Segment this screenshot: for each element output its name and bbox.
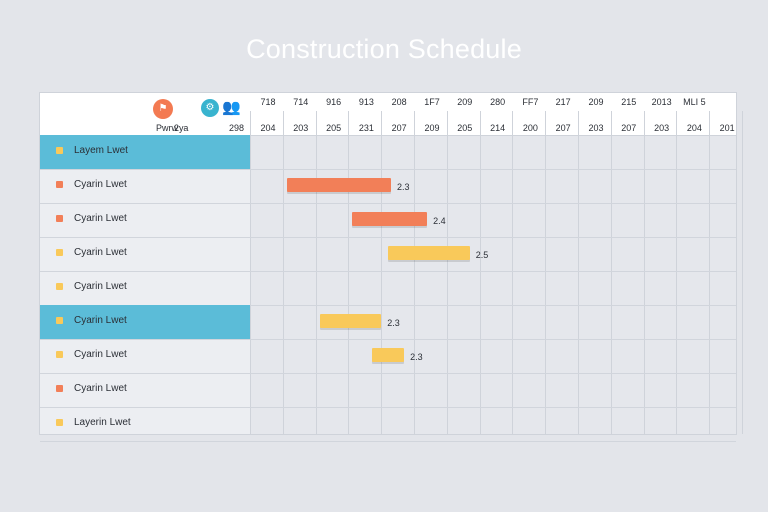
page-title: Construction Schedule <box>246 34 522 64</box>
task-name-label: Cyarin Lwet <box>74 281 127 292</box>
timeline-top-tick: 209 <box>457 97 473 107</box>
task-name-label: Cyarin Lwet <box>74 383 127 394</box>
timeline-gridline <box>446 111 448 434</box>
task-row[interactable]: Cyarin Lwet 2.3 <box>40 339 736 374</box>
timeline-top-tick: 1F7 <box>424 97 440 107</box>
col3-header-label: 298 <box>229 123 245 133</box>
timeline-gridline <box>545 111 547 434</box>
timeline-bottom-tick: 203 <box>293 123 309 133</box>
task-name-label: Layem Lwet <box>74 145 128 156</box>
col2-header-label: 2уа <box>174 123 189 133</box>
timeline-top-tick: FF7 <box>522 97 539 107</box>
task-status-marker <box>56 215 63 222</box>
timeline-top-tick: 718 <box>260 97 276 107</box>
timeline-gridline <box>512 111 514 434</box>
timeline-gridline <box>282 111 284 434</box>
task-duration-bar[interactable] <box>388 246 470 260</box>
timeline-bottom-tick: 204 <box>686 123 702 133</box>
task-duration-label: 2.3 <box>410 352 423 362</box>
row-highlight <box>40 373 250 407</box>
timeline-gridline <box>414 111 415 434</box>
timeline-top-tick: 2013 <box>651 97 672 107</box>
task-name-label: Cyarin Lwet <box>74 349 127 360</box>
task-row[interactable]: Cyarin Lwet 2.5 <box>40 237 736 272</box>
timeline-gridline <box>610 111 612 434</box>
col1-header-label: Pwrw <box>156 123 178 133</box>
task-status-marker <box>56 351 63 358</box>
task-duration-bar[interactable] <box>319 314 382 328</box>
task-status-marker <box>56 317 63 324</box>
task-duration-label: 2.4 <box>433 216 446 226</box>
row-highlight <box>40 135 250 169</box>
timeline-bottom-tick: 200 <box>522 123 538 133</box>
task-name-label: Cyarin Lwet <box>74 213 127 224</box>
timeline-bottom-tick: 203 <box>654 123 670 133</box>
timeline-gridline <box>479 111 481 434</box>
task-name-label: Layerin Lwet <box>74 417 131 428</box>
gantt-panel: ⚑ ⚙ 👥 Pwrw 2уа 298 718 714 916 913 208 1F7 209… <box>39 92 743 442</box>
task-status-marker <box>56 249 63 256</box>
timeline-gridline <box>381 111 383 434</box>
task-row[interactable]: Layerin Lwet <box>40 407 736 442</box>
task-status-marker <box>56 283 63 290</box>
task-status-marker <box>56 419 63 426</box>
timeline-gridline <box>643 111 645 434</box>
task-name-label: Cyarin Lwet <box>74 247 127 258</box>
task-duration-label: 2.5 <box>475 250 489 260</box>
people-icon[interactable]: 👥 <box>222 99 241 116</box>
timeline-bottom-tick: 204 <box>260 123 276 133</box>
task-row[interactable]: Cyarin Lwet 2.4 <box>40 203 736 238</box>
timeline-bottom-tick: 205 <box>457 123 473 133</box>
task-name-label: Cyarin Lwet <box>74 315 127 326</box>
row-highlight <box>40 169 250 203</box>
row-highlight <box>40 237 250 271</box>
task-row[interactable]: Cyarin Lwet 2.3 <box>40 169 736 204</box>
task-row[interactable]: Cyarin Lwet <box>40 271 736 306</box>
timeline-gridline <box>742 111 743 434</box>
timeline-top-tick: 208 <box>391 97 407 107</box>
timeline-top-tick: 209 <box>588 97 604 107</box>
task-duration-bar[interactable] <box>352 212 428 226</box>
timeline-top-tick: 916 <box>326 97 342 107</box>
task-row[interactable]: Cyarin Lwet 2.3 <box>40 305 736 340</box>
timeline-top-tick: 217 <box>555 97 571 107</box>
timeline-top-tick: 714 <box>293 97 309 107</box>
task-duration-label: 2.3 <box>387 318 400 328</box>
timeline-bottom-tick: 207 <box>621 123 637 133</box>
timeline-bottom-tick: 201 <box>719 123 735 133</box>
timeline-top-tick: 215 <box>621 97 637 107</box>
timeline-bottom-tick: 209 <box>424 123 440 133</box>
timeline-bottom-tick: 203 <box>588 123 604 133</box>
timeline-bottom-tick: 231 <box>358 123 374 133</box>
flag-icon[interactable]: ⚑ <box>153 99 173 119</box>
timeline-top-tick: 913 <box>358 97 374 107</box>
task-status-marker <box>56 181 63 188</box>
timeline-top-tick: 280 <box>490 97 506 107</box>
row-highlight <box>40 339 250 373</box>
timeline-bottom-tick: 207 <box>391 123 407 133</box>
row-highlight <box>40 271 250 305</box>
timeline-bottom-tick: 205 <box>326 123 342 133</box>
task-name-label: Cyarin Lwet <box>74 179 127 190</box>
timeline-bottom-tick: 207 <box>555 123 571 133</box>
timeline-gridline <box>578 111 579 434</box>
timeline-gridline <box>348 111 350 434</box>
timeline-gridline <box>250 111 251 434</box>
row-highlight <box>40 305 250 339</box>
task-status-marker <box>56 385 63 392</box>
task-status-marker <box>56 147 63 154</box>
task-duration-label: 2.3 <box>397 182 410 192</box>
timeline-gridline <box>315 111 317 434</box>
timeline-gridline <box>709 111 711 434</box>
task-duration-bar[interactable] <box>372 348 405 362</box>
task-row[interactable]: Cyarin Lwet <box>40 373 736 408</box>
task-row[interactable]: Layem Lwet <box>40 135 736 170</box>
timeline-bottom-tick: 214 <box>490 123 506 133</box>
row-highlight <box>40 407 250 441</box>
row-highlight <box>40 203 250 237</box>
timeline-top-tick: MLI 5 <box>683 97 706 107</box>
task-duration-bar[interactable] <box>286 178 392 192</box>
gear-icon[interactable]: ⚙ <box>201 99 219 117</box>
timeline-gridline <box>676 111 678 434</box>
